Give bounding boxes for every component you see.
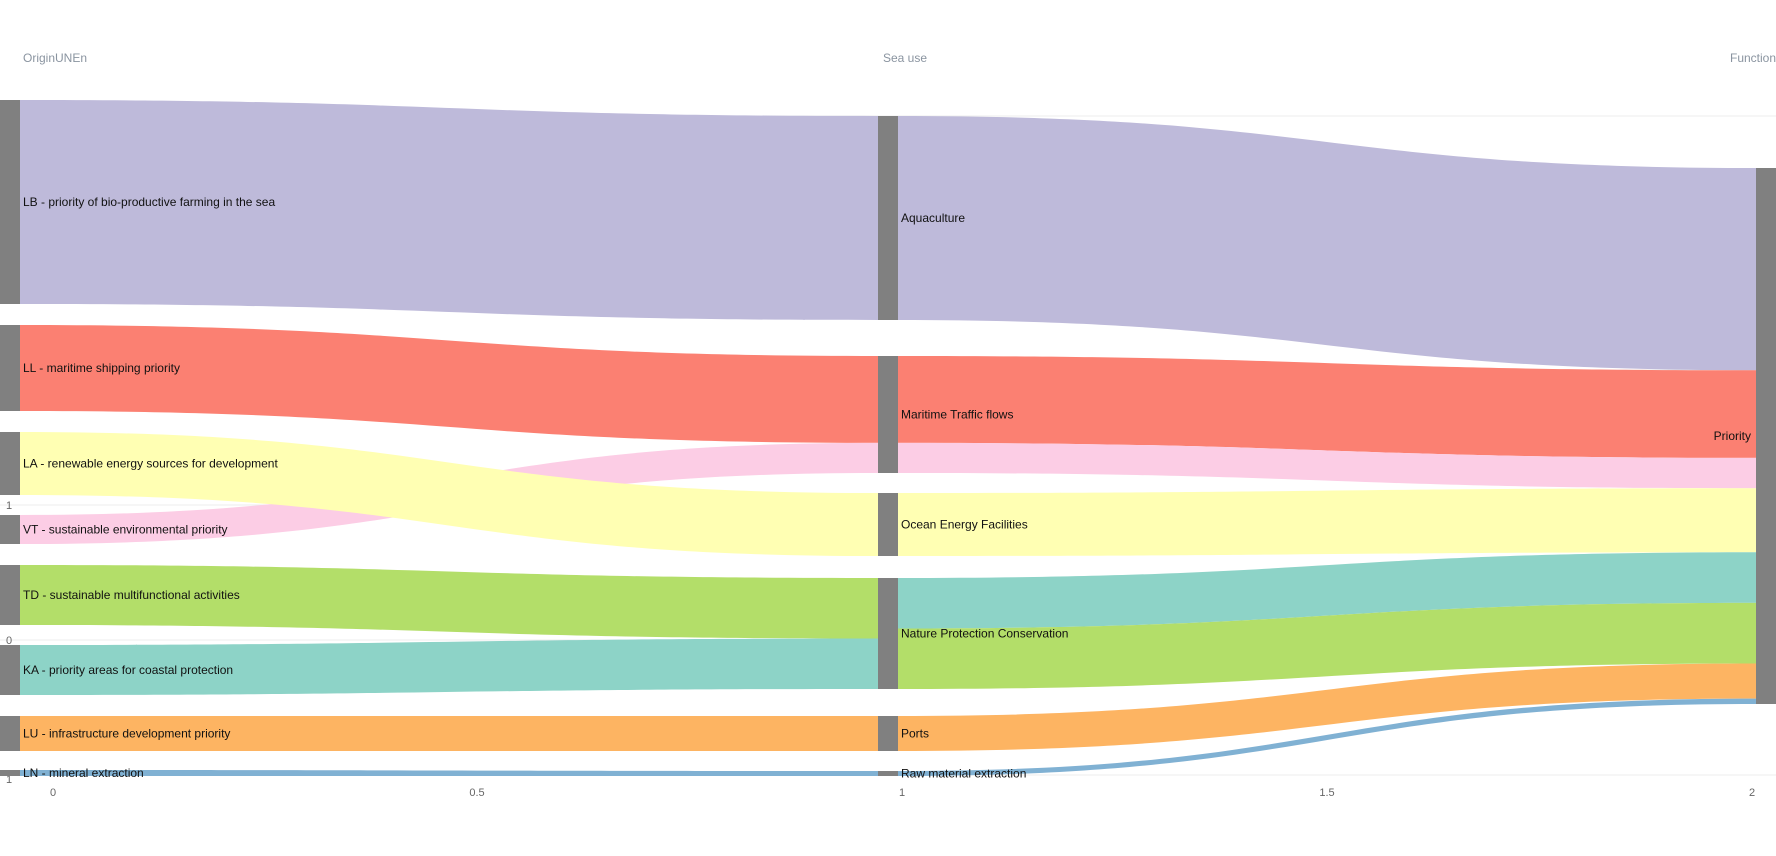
sankey-nodes: LB - priority of bio-productive farming … [0, 100, 1776, 781]
node-label-la: LA - renewable energy sources for develo… [23, 457, 278, 471]
axis-ticks: 0 0.5 1 1.5 2 1 0 1 [6, 500, 1755, 799]
node-label-ll: LL - maritime shipping priority [23, 361, 180, 375]
node-pr[interactable] [1756, 168, 1776, 704]
link-np-to-pr [898, 552, 1756, 629]
node-label-lb: LB - priority of bio-productive farming … [23, 195, 275, 209]
node-label-oe: Ocean Energy Facilities [901, 518, 1028, 532]
column-header-function: Function [1730, 51, 1776, 65]
node-ka[interactable] [0, 645, 20, 695]
link-rm-to-pr [898, 698, 1756, 776]
node-label-pr: Priority [1714, 429, 1751, 443]
link-lb-to-aq [20, 100, 878, 320]
y-tick-label: 0 [6, 635, 12, 647]
link-ln-to-rm [20, 770, 878, 776]
node-vt[interactable] [0, 515, 20, 544]
node-label-aq: Aquaculture [901, 211, 965, 225]
node-label-rm: Raw material extraction [901, 767, 1026, 781]
node-label-vt: VT - sustainable environmental priority [23, 523, 228, 537]
column-header-originunen: OriginUNEn [23, 51, 87, 65]
sankey-links [20, 100, 1756, 776]
node-label-ln: LN - mineral extraction [23, 766, 144, 780]
column-headers: OriginUNEn Sea use Function [23, 51, 1776, 65]
link-po-to-pr [898, 663, 1756, 751]
node-rm[interactable] [878, 771, 898, 776]
link-ll-to-mt [20, 325, 878, 443]
node-label-po: Ports [901, 727, 929, 741]
node-np[interactable] [878, 578, 898, 689]
column-header-sea-use: Sea use [883, 51, 927, 65]
node-mt[interactable] [878, 356, 898, 473]
link-td-to-np [20, 565, 878, 639]
link-mt-to-pr [898, 356, 1756, 458]
node-aq[interactable] [878, 116, 898, 320]
node-la[interactable] [0, 432, 20, 495]
link-ka-to-np [20, 638, 878, 695]
node-po[interactable] [878, 716, 898, 751]
y-tick-label: 1 [6, 774, 12, 786]
x-tick-label: 0 [50, 787, 56, 799]
x-tick-label: 0.5 [469, 787, 484, 799]
x-tick-label: 1 [899, 787, 905, 799]
x-tick-label: 2 [1749, 787, 1755, 799]
node-label-mt: Maritime Traffic flows [901, 408, 1013, 422]
node-label-np: Nature Protection Conservation [901, 627, 1068, 641]
link-oe-to-pr [898, 488, 1756, 556]
node-lu[interactable] [0, 716, 20, 751]
link-mt-to-pr [898, 442, 1756, 489]
node-ll[interactable] [0, 325, 20, 411]
node-lb[interactable] [0, 100, 20, 304]
link-lu-to-po [20, 716, 878, 751]
link-la-to-oe [20, 432, 878, 556]
y-tick-label: 1 [6, 500, 12, 512]
node-label-ka: KA - priority areas for coastal protecti… [23, 663, 233, 677]
node-td[interactable] [0, 565, 20, 625]
x-tick-label: 1.5 [1319, 787, 1334, 799]
node-ln[interactable] [0, 770, 20, 776]
node-label-td: TD - sustainable multifunctional activit… [23, 588, 240, 602]
node-oe[interactable] [878, 493, 898, 556]
link-aq-to-pr [898, 116, 1756, 371]
link-np-to-pr [898, 602, 1756, 689]
node-label-lu: LU - infrastructure development priority [23, 727, 230, 741]
